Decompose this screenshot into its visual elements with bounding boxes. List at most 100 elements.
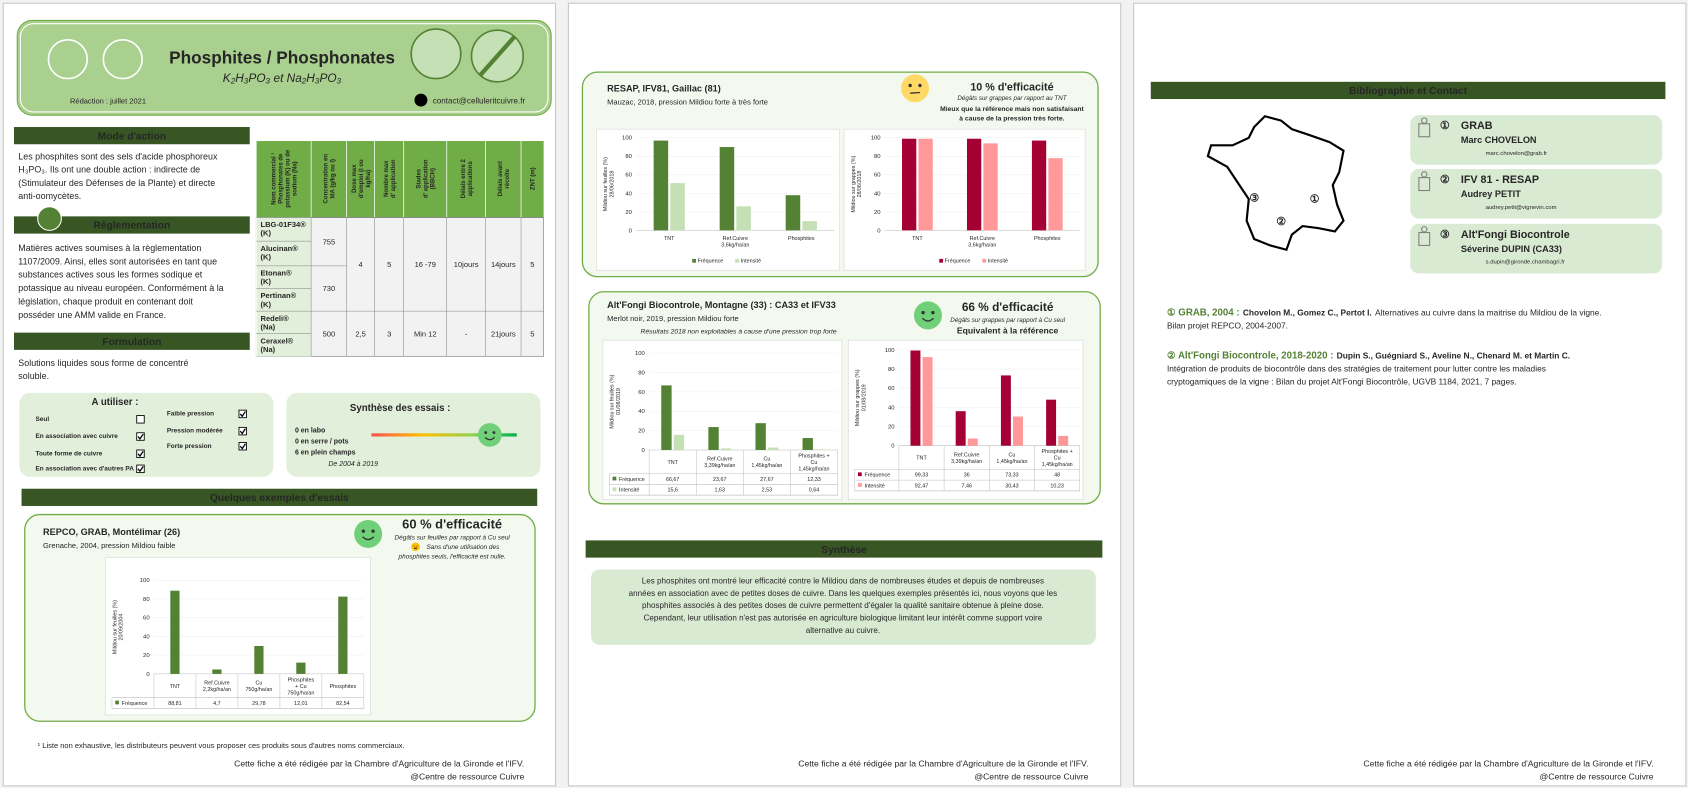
- paragraph: potassique au niveau européen. Conformém…: [18, 283, 223, 293]
- y-axis-label: 01/08/2019: [862, 384, 868, 411]
- checkmark: [137, 433, 144, 440]
- bar: [670, 183, 685, 231]
- legend-label: Fréquence: [122, 701, 148, 707]
- bar: [1046, 399, 1057, 446]
- data-label: 88,81: [168, 701, 181, 707]
- x-tick-label: Phosphites: [330, 684, 357, 690]
- legend-label: Intensité: [864, 483, 884, 489]
- product-name: (Na): [261, 322, 276, 331]
- data-label: 66,67: [666, 477, 679, 483]
- paragraph: (Stimulateur des Défenses de la Plante) …: [18, 178, 215, 188]
- paragraph: H₃PO₃. Ils ont une double action : indir…: [18, 165, 200, 175]
- x-tick-label: Phosphites: [788, 236, 815, 242]
- y-axis-label: 28/06/2018: [610, 171, 616, 198]
- legend-label: Fréquence: [945, 259, 971, 265]
- gradient-bar: [371, 433, 517, 437]
- option-label: Faible pression: [167, 411, 214, 418]
- text-run: Alternatives au cuivre dans la maitrise …: [1375, 307, 1602, 317]
- checkmark: [137, 450, 144, 458]
- bar: [296, 662, 306, 674]
- bar: [1000, 375, 1011, 446]
- table-header-cell: sodium (Na): [292, 161, 298, 196]
- text-run: Chovelon M., Gomez C., Pertot I.: [1243, 307, 1372, 317]
- contact-icon: [1421, 117, 1428, 124]
- checkmark: [239, 411, 246, 418]
- efficacy-note: à cause de la pression très forte.: [959, 116, 1064, 123]
- trial-title: Alt'Fongi Biocontrole, Montagne (33) : C…: [607, 300, 836, 310]
- contact-card: [1410, 223, 1663, 274]
- bar: [1058, 435, 1069, 446]
- y-tick-label: 100: [885, 348, 896, 354]
- legend-swatch: [982, 258, 987, 263]
- x-tick-label: Ref.Cuivre: [723, 236, 748, 242]
- y-tick-label: 20: [625, 210, 632, 216]
- chart-panel: [602, 339, 843, 500]
- paragraph: législation, chaque produit en contenant…: [18, 297, 193, 307]
- smiley-eye: [416, 545, 418, 547]
- y-tick-label: 60: [143, 616, 150, 622]
- bar: [922, 357, 933, 446]
- section-title: Formulation: [102, 337, 161, 348]
- y-tick-label: 100: [140, 578, 151, 584]
- logo-badge: [410, 28, 462, 80]
- reference: ② Alt'Fongi Biocontrole, 2018-2020 : Dupi…: [1167, 350, 1570, 361]
- contact-card: [1410, 115, 1663, 165]
- data-label: 4,7: [213, 701, 220, 707]
- legend-swatch: [735, 258, 740, 263]
- contact-email: audrey.petit@vignevin.com: [1486, 205, 1557, 211]
- y-axis-label: Mildiou sur feuilles (%): [603, 157, 609, 211]
- y-tick-label: 100: [622, 136, 633, 142]
- data-label: 12,33: [807, 477, 820, 483]
- y-tick-label: 80: [874, 154, 881, 160]
- reference-line: Bilan projet REPCO, 2004-2007.: [1167, 320, 1288, 330]
- data-label: 7,46: [961, 483, 971, 489]
- table-cell: 4: [359, 260, 363, 269]
- checkbox: [238, 442, 247, 451]
- paragraph: substances actives sous les formes sodiq…: [18, 270, 203, 280]
- table-header-cell: Stades: [416, 168, 422, 188]
- x-tick-label: 1,45kg/ha/an: [996, 459, 1027, 465]
- text-run: Dupin S., Guégniard S., Aveline N., Chen…: [1337, 350, 1570, 360]
- product-name: Etonan®: [261, 269, 292, 278]
- text-run: ① GRAB, 2004 :: [1167, 307, 1240, 318]
- y-tick-label: 0: [891, 444, 895, 450]
- y-axis-label: 20/09/2004: [119, 614, 125, 641]
- x-tick-label: 750g/ha/an: [245, 687, 272, 693]
- section-title: Règlementation: [94, 221, 171, 232]
- reference-line: Intégration de produits de biocontrôle d…: [1167, 363, 1546, 373]
- checkmark: [239, 443, 246, 450]
- y-axis-label: Mildiou sur feuilles (%): [112, 600, 118, 654]
- x-tick-label: Phosphites: [288, 677, 315, 683]
- data-label: 30,43: [1005, 483, 1018, 489]
- count: 0 en labo: [295, 428, 325, 435]
- paragraph: posséder une AMM valide en France.: [18, 310, 166, 320]
- smiley-eye: [413, 545, 415, 547]
- y-axis-label: Mildiou sur feuilles (%): [610, 374, 616, 428]
- bar: [983, 143, 998, 231]
- x-tick-label: Ref.Cuivre: [707, 457, 732, 463]
- checkbox: [238, 426, 247, 436]
- data-label: 73,33: [1005, 473, 1018, 479]
- section-icon: [37, 206, 62, 231]
- x-tick-label: Ref.Cuivre: [204, 681, 229, 687]
- map-marker: ①: [1310, 193, 1320, 205]
- table-header-cell: Dose max: [352, 164, 358, 193]
- legend-label: Fréquence: [698, 259, 724, 265]
- contact-email: marc.chovelon@grab.fr: [1486, 151, 1548, 157]
- y-tick-label: 20: [888, 424, 895, 430]
- product-name: Ceraxel®: [261, 336, 294, 345]
- table-header-cell: ZNT (m): [530, 167, 536, 190]
- table-cell: -: [465, 329, 468, 338]
- y-tick-label: 60: [874, 173, 881, 179]
- efficacy-note: Dégâts sur feuilles par rapport à Cu seu…: [395, 534, 511, 541]
- section-bar: [585, 540, 1103, 558]
- trial-subtitle: Merlot noir, 2019, pression Mildiou fort…: [607, 314, 739, 323]
- efficacy: 66 % d'efficacité: [962, 300, 1054, 314]
- count: 6 en plein champs: [295, 449, 356, 456]
- data-label: 0,64: [809, 488, 819, 494]
- contact-number: ③: [1440, 229, 1450, 241]
- table-header-cell: Délais avant: [498, 161, 504, 196]
